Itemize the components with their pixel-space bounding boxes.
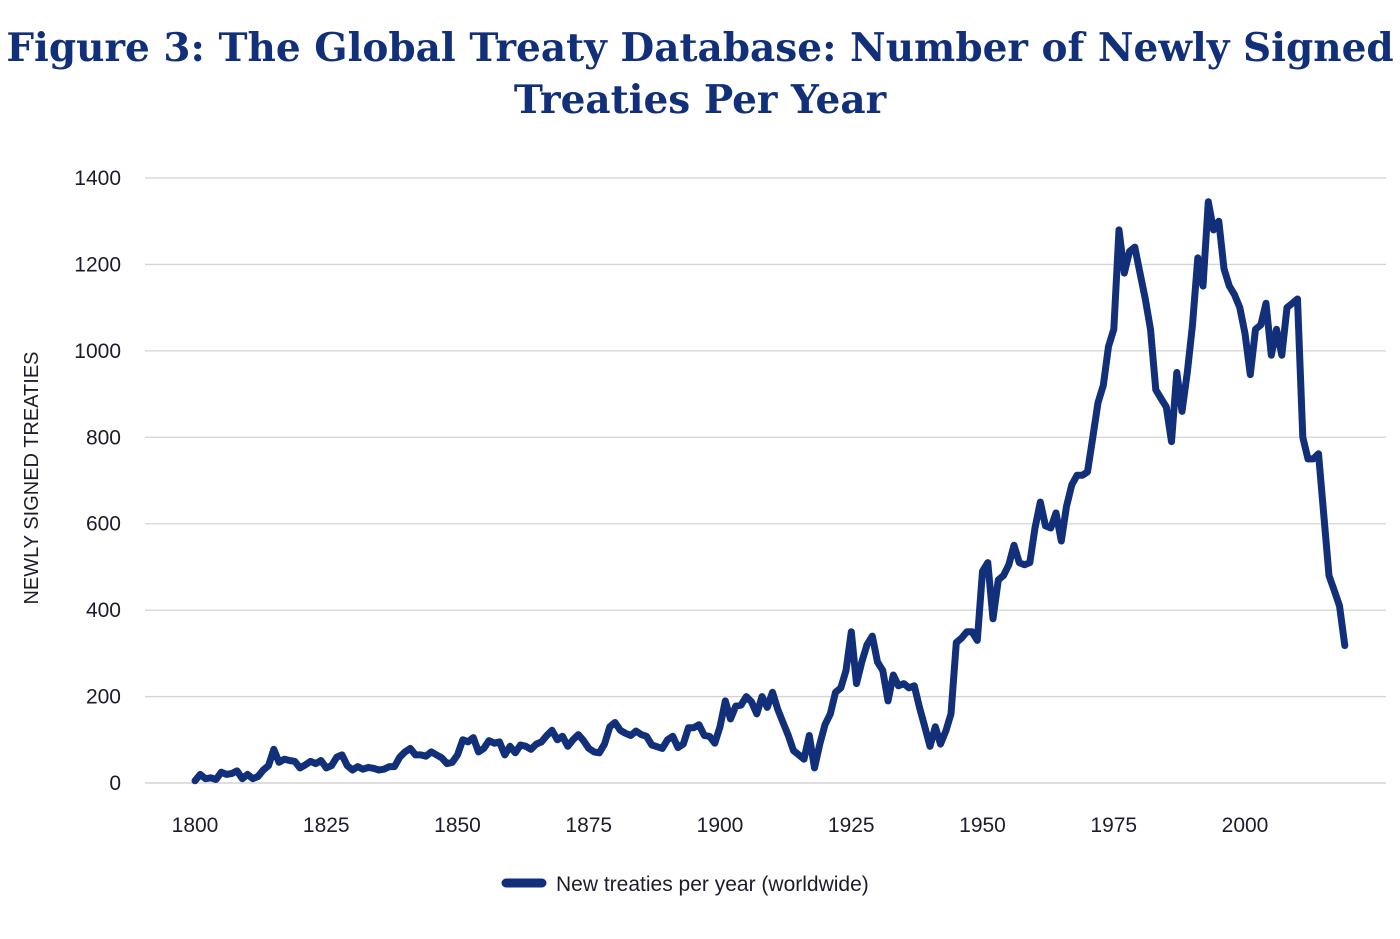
y-tick-label: 1400 — [74, 167, 121, 190]
legend-label: New treaties per year (worldwide) — [556, 873, 869, 896]
x-tick-label: 1850 — [434, 814, 481, 837]
y-tick-label: 1200 — [74, 253, 121, 276]
x-tick-label: 1975 — [1090, 814, 1137, 837]
legend: New treaties per year (worldwide) — [501, 873, 869, 896]
x-axis-ticks: 1800 1825 1850 1875 1900 1925 1950 1975 2000 — [172, 814, 1269, 837]
x-tick-label: 1900 — [697, 814, 744, 837]
y-tick-label: 0 — [109, 772, 121, 795]
gridlines — [145, 177, 1386, 784]
y-axis-ticks: 0 200 400 600 800 1000 1200 1400 — [74, 167, 121, 795]
series-line-0 — [191, 198, 1349, 785]
x-tick-label: 1800 — [172, 814, 219, 837]
x-tick-label: 1875 — [565, 814, 612, 837]
y-tick-label: 1000 — [74, 340, 121, 363]
y-tick-label: 800 — [86, 426, 121, 449]
y-tick-label: 200 — [86, 686, 121, 709]
y-tick-label: 400 — [86, 599, 121, 622]
y-axis-label: NEWLY SIGNED TREATIES — [21, 351, 43, 604]
x-tick-label: 1925 — [828, 814, 875, 837]
chart-title: Figure 3: The Global Treaty Database: Nu… — [0, 22, 1400, 126]
x-tick-label: 1825 — [303, 814, 350, 837]
chart-title-line-1: Figure 3: The Global Treaty Database: Nu… — [6, 25, 1394, 71]
chart-title-line-2: Treaties Per Year — [513, 77, 887, 123]
series-group — [191, 198, 1349, 785]
x-tick-label: 1950 — [959, 814, 1006, 837]
y-tick-label: 600 — [86, 513, 121, 536]
x-tick-label: 2000 — [1222, 814, 1269, 837]
